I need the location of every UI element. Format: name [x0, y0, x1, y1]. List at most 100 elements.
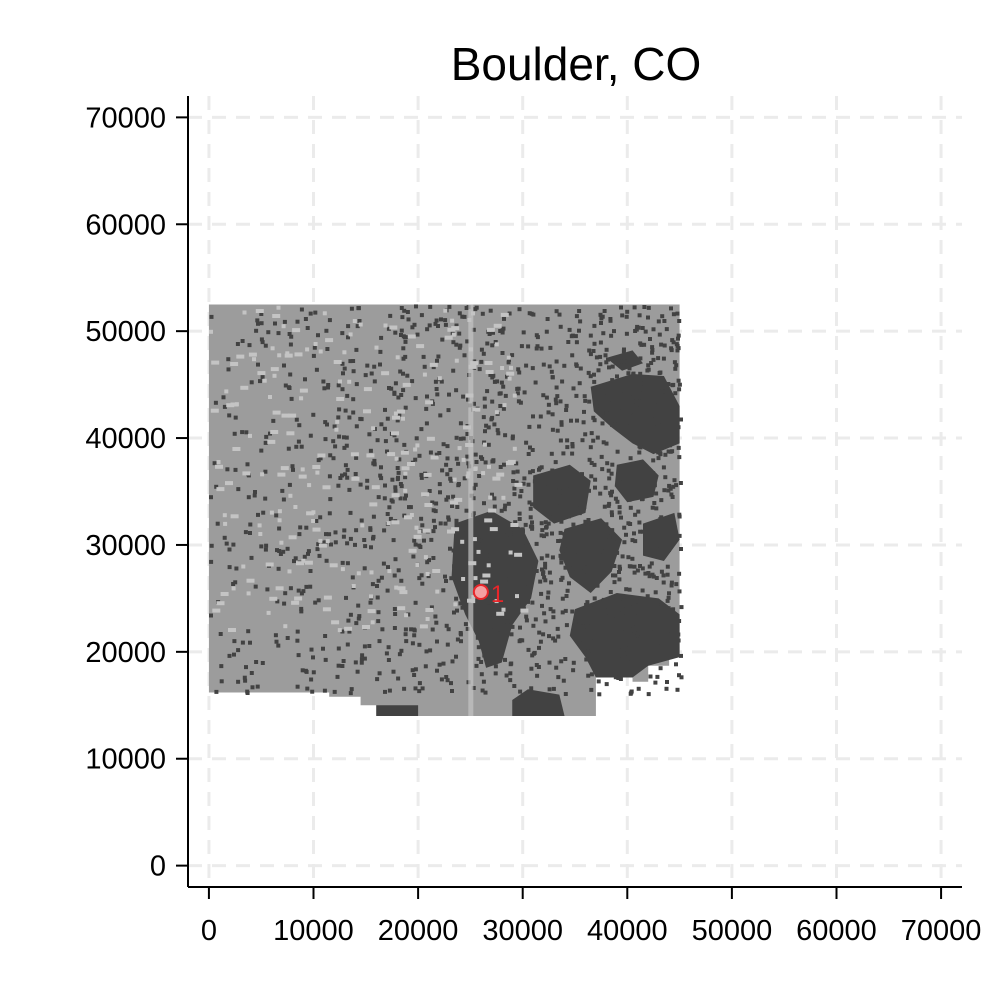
urban-pixel: [586, 518, 591, 522]
pale-pixel: [414, 525, 419, 530]
urban-pixel: [667, 547, 671, 552]
urban-pixel: [646, 305, 651, 310]
urban-pixel: [385, 512, 390, 516]
urban-pixel: [556, 675, 561, 680]
urban-pixel: [281, 497, 286, 502]
urban-pixel: [573, 528, 578, 533]
urban-pixel: [236, 487, 241, 492]
urban-pixel: [419, 516, 424, 521]
urban-pixel: [544, 532, 549, 537]
pale-pixel: [404, 515, 412, 520]
urban-pixel: [500, 592, 505, 597]
urban-pixel: [601, 331, 606, 336]
urban-pixel: [351, 369, 356, 374]
urban-pixel: [301, 589, 306, 594]
urban-pixel: [412, 538, 417, 543]
urban-pixel: [668, 423, 673, 428]
urban-pixel: [502, 555, 507, 560]
urban-pixel: [599, 321, 603, 325]
pale-pixel: [415, 443, 420, 448]
urban-pixel: [273, 633, 278, 638]
pale-pixel: [512, 446, 517, 451]
urban-pixel: [600, 467, 605, 472]
urban-pixel: [622, 525, 627, 530]
urban-pixel: [613, 672, 618, 677]
urban-pixel: [592, 596, 597, 601]
urban-pixel: [588, 445, 593, 450]
urban-pixel: [522, 550, 527, 554]
urban-pixel: [589, 431, 594, 436]
urban-pixel: [382, 528, 387, 533]
urban-pixel: [501, 589, 506, 594]
urban-pixel: [425, 394, 429, 399]
urban-pixel: [419, 472, 424, 477]
urban-pixel: [649, 561, 654, 566]
urban-pixel: [375, 584, 379, 588]
urban-pixel: [639, 657, 644, 662]
urban-pixel: [474, 561, 479, 566]
urban-pixel: [441, 588, 446, 593]
urban-pixel: [677, 387, 682, 392]
urban-pixel: [253, 584, 258, 589]
urban-pixel: [638, 402, 643, 407]
urban-pixel: [254, 660, 259, 664]
urban-pixel: [219, 664, 224, 669]
urban-pixel: [253, 490, 257, 494]
urban-pixel: [657, 332, 662, 337]
pale-pixel: [334, 427, 339, 432]
urban-pixel: [538, 639, 543, 644]
urban-pixel: [675, 343, 680, 348]
urban-pixel: [399, 578, 404, 583]
urban-pixel: [551, 686, 556, 691]
urban-pixel: [651, 471, 656, 476]
urban-pixel: [454, 435, 459, 440]
urban-pixel: [669, 580, 674, 585]
urban-pixel: [577, 309, 582, 313]
urban-pixel: [618, 566, 622, 571]
urban-pixel: [671, 382, 676, 387]
urban-pixel: [513, 520, 518, 525]
urban-pixel: [674, 582, 679, 587]
urban-pixel: [277, 549, 282, 553]
urban-pixel: [648, 638, 653, 643]
urban-pixel: [417, 681, 422, 686]
urban-pixel: [335, 674, 340, 679]
urban-pixel: [672, 535, 677, 540]
urban-pixel: [462, 476, 467, 481]
urban-pixel: [356, 603, 361, 608]
urban-pixel: [209, 543, 214, 548]
urban-pixel: [530, 469, 535, 474]
urban-pixel: [662, 343, 667, 348]
urban-pixel: [606, 468, 611, 473]
pale-pixel: [340, 567, 345, 572]
urban-pixel: [658, 452, 663, 457]
urban-pixel: [647, 611, 652, 616]
urban-pixel: [355, 669, 360, 674]
urban-pixel: [530, 653, 535, 658]
pale-pixel: [232, 447, 241, 451]
urban-pixel: [515, 391, 520, 396]
pale-pixel: [294, 596, 303, 601]
urban-pixel: [311, 655, 315, 660]
pale-pixel: [461, 577, 466, 581]
urban-pixel: [248, 640, 252, 645]
urban-pixel: [559, 577, 564, 582]
urban-pixel: [384, 651, 389, 656]
urban-pixel: [623, 630, 628, 635]
urban-pixel: [354, 347, 359, 352]
urban-pixel: [604, 441, 609, 446]
urban-pixel: [532, 479, 537, 484]
urban-pixel: [617, 570, 621, 574]
urban-pixel: [673, 366, 678, 371]
urban-pixel: [569, 418, 573, 423]
marker-point[interactable]: [472, 583, 489, 600]
urban-pixel: [316, 598, 321, 603]
pale-pixel: [246, 591, 251, 596]
urban-pixel: [459, 639, 463, 644]
urban-pixel: [627, 587, 632, 592]
urban-pixel: [499, 508, 504, 513]
urban-pixel: [371, 536, 375, 541]
urban-pixel: [549, 516, 554, 521]
location-marker[interactable]: 1: [472, 581, 504, 608]
urban-pixel: [587, 521, 592, 526]
